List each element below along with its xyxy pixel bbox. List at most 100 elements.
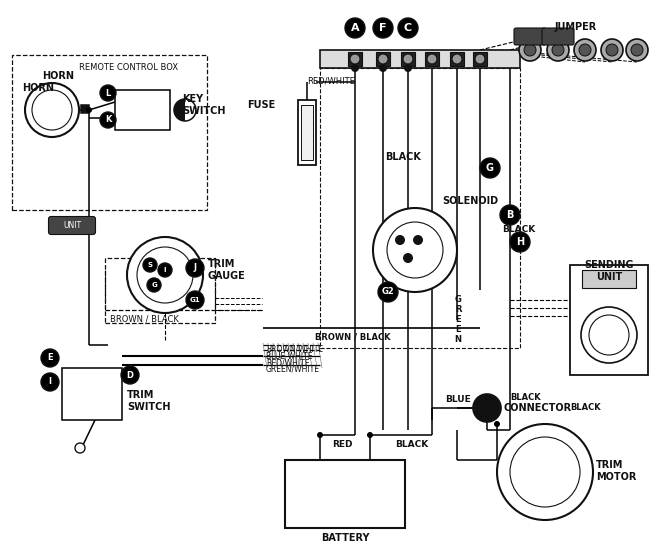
Text: E: E [455,325,461,334]
Text: BLUE WHITE: BLUE WHITE [266,352,312,361]
Bar [81,105,89,113]
Text: BLUE: BLUE [445,395,471,404]
Text: G1: G1 [190,297,200,303]
Text: GREEN/WHITE: GREEN/WHITE [266,364,320,373]
Text: L: L [105,89,111,97]
FancyBboxPatch shape [514,28,546,45]
Text: BROWN / BLACK: BROWN / BLACK [315,333,391,342]
Circle shape [473,394,501,422]
Text: −: − [358,480,382,508]
Circle shape [574,39,596,61]
Text: TRIM
MOTOR: TRIM MOTOR [596,460,637,481]
Text: TRIM
GAUGE: TRIM GAUGE [208,259,246,281]
Circle shape [121,366,139,384]
Text: BROWN / BLACK: BROWN / BLACK [110,315,179,324]
Bar [376,52,390,66]
Circle shape [378,54,388,64]
Text: S: S [148,262,152,268]
Text: G2: G2 [382,288,394,296]
Circle shape [100,112,116,128]
Bar [348,52,362,66]
Text: BLACK: BLACK [510,393,540,402]
Text: BLACK: BLACK [395,440,428,449]
Circle shape [86,107,92,113]
Bar [570,265,648,375]
Text: HORN: HORN [42,71,74,81]
Circle shape [579,44,591,56]
Text: R: R [455,305,461,314]
Circle shape [626,39,648,61]
Circle shape [41,373,59,391]
Bar [401,52,415,66]
Text: HORN: HORN [22,83,54,93]
Circle shape [75,443,85,453]
Bar [105,258,215,323]
Circle shape [606,44,618,56]
Text: J: J [194,264,196,272]
Circle shape [497,424,593,520]
Text: I: I [49,377,51,387]
Circle shape [404,64,412,72]
Text: G: G [455,295,461,304]
Circle shape [41,349,59,367]
Circle shape [317,432,323,438]
Text: H: H [516,237,524,247]
Text: BROWN/WHITE: BROWN/WHITE [266,345,323,354]
Bar [301,105,313,160]
Bar [62,368,122,420]
Circle shape [398,18,418,38]
Text: SOLENOID: SOLENOID [442,196,498,206]
Text: JUMPER: JUMPER [555,22,597,32]
Bar [115,90,170,130]
Circle shape [25,83,79,137]
Circle shape [373,18,393,38]
Text: KEY
SWITCH: KEY SWITCH [182,94,225,115]
Text: RED/WHITE: RED/WHITE [266,358,310,367]
Circle shape [403,54,413,64]
Circle shape [186,291,204,309]
Text: RED: RED [332,440,353,449]
Text: +: + [310,482,330,506]
Text: F: F [379,23,387,33]
Bar [582,270,636,288]
Circle shape [413,235,423,245]
Circle shape [427,54,437,64]
Bar [425,52,439,66]
Circle shape [452,54,462,64]
Text: G: G [151,282,157,288]
Text: K: K [105,115,111,125]
Circle shape [631,44,643,56]
Circle shape [345,18,365,38]
Circle shape [510,232,530,252]
Circle shape [601,39,623,61]
Text: SENDING
UNIT: SENDING UNIT [585,260,634,282]
Bar [285,460,405,528]
Circle shape [494,421,500,427]
Circle shape [547,39,569,61]
Bar [450,52,464,66]
Circle shape [351,64,359,72]
Circle shape [186,259,204,277]
Circle shape [519,39,541,61]
Circle shape [395,235,405,245]
Text: UNIT: UNIT [63,220,81,230]
Circle shape [581,307,637,363]
Circle shape [147,278,161,292]
Circle shape [367,432,373,438]
Circle shape [158,263,172,277]
Circle shape [378,282,398,302]
Circle shape [143,258,157,272]
Circle shape [373,208,457,292]
Circle shape [379,64,387,72]
Text: A: A [351,23,359,33]
Circle shape [174,99,196,121]
Bar [320,68,520,348]
Text: TRIM
SWITCH: TRIM SWITCH [127,390,171,411]
Text: N: N [455,335,461,344]
Circle shape [552,44,564,56]
Text: C: C [404,23,412,33]
Circle shape [127,237,203,313]
Bar [320,50,520,68]
Text: REMOTE CONTROL BOX: REMOTE CONTROL BOX [79,63,178,72]
Circle shape [500,205,520,225]
